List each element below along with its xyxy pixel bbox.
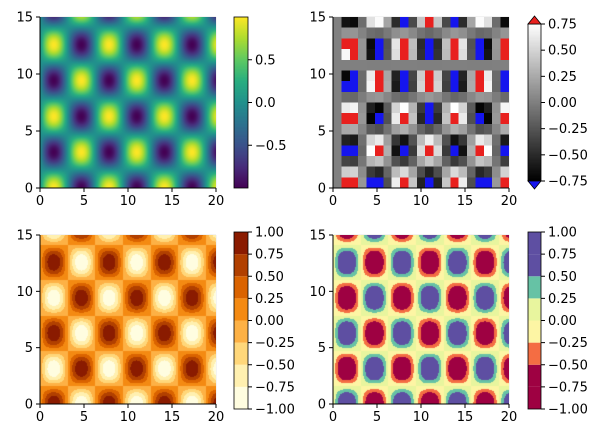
x-tick-label: 15	[457, 410, 474, 425]
heatmap-image	[40, 17, 216, 188]
y-tick-label: 0	[25, 182, 33, 197]
colorbar-tick-label: 0.50	[548, 44, 577, 59]
y-tick-label: 15	[16, 229, 33, 244]
x-tick-label: 15	[457, 194, 474, 209]
colorbar-level-swatch	[528, 298, 541, 321]
colorbar-tick-label: −0.25	[548, 122, 588, 137]
colorbar-level-swatch	[234, 298, 248, 321]
x-tick-label: 20	[501, 410, 518, 425]
colorbar-tick-label: −0.25	[255, 336, 295, 351]
colorbar-tick-label: −1.00	[548, 403, 588, 418]
colorbar-low-extend	[527, 180, 542, 190]
colorbar-gradient	[528, 24, 541, 181]
colorbar: 0.5 0.0 −0.5	[233, 16, 287, 189]
y-tick-label: 0	[25, 398, 33, 413]
colorbar-level-swatch	[528, 232, 541, 255]
heatmap-image	[333, 235, 509, 404]
colorbar-tick-label: −0.50	[548, 358, 588, 373]
colorbar-level-swatch	[234, 364, 248, 387]
colorbar-level-swatch	[528, 276, 541, 299]
y-tick-label: 0	[318, 398, 326, 413]
x-tick-label: 20	[501, 194, 518, 209]
x-tick-label: 10	[120, 410, 137, 425]
x-tick-label: 0	[36, 194, 44, 209]
x-tick-label: 0	[329, 194, 337, 209]
colorbar-level-swatch	[234, 342, 248, 365]
heatmap-image	[40, 235, 216, 404]
x-tick-label: 15	[164, 194, 181, 209]
colorbar-level-swatch	[234, 254, 248, 277]
colorbar-tick-label: −0.50	[548, 148, 588, 163]
colorbar-tick-label: 0.5	[255, 53, 276, 68]
colorbar-tick-label: 0.25	[548, 70, 577, 85]
colorbar: 1.00 0.75 0.50 0.25 0.00 −0.25 −0.50 −0.75 −1.00	[233, 226, 295, 418]
y-tick-label: 15	[309, 229, 326, 244]
colorbar-level-swatch	[234, 232, 248, 255]
colorbar-tick-label: 1.00	[548, 226, 577, 241]
colorbar-tick-label: −0.75	[548, 175, 588, 190]
colorbar-level-swatch	[528, 254, 541, 277]
colorbar-tick-label: −0.5	[255, 139, 287, 154]
heatmap-image	[333, 17, 509, 188]
colorbar-gradient	[234, 17, 248, 188]
y-tick-label: 0	[318, 182, 326, 197]
colorbar-level-swatch	[528, 342, 541, 365]
colorbar-tick-label: 0.25	[255, 292, 284, 307]
colorbar-tick-label: 0.75	[548, 248, 577, 263]
x-tick-label: 5	[80, 194, 88, 209]
colorbar-tick-label: 0.25	[548, 292, 577, 307]
y-tick-label: 15	[16, 11, 33, 26]
x-tick-label: 15	[164, 410, 181, 425]
colorbar-tick-label: 0.50	[255, 270, 284, 285]
colorbar: 1.00 0.75 0.50 0.25 0.00 −0.25 −0.50 −0.75 −1.00	[527, 226, 588, 418]
colorbar-level-swatch	[528, 320, 541, 343]
y-tick-label: 5	[25, 341, 33, 356]
x-tick-label: 0	[36, 410, 44, 425]
colorbar-level-swatch	[528, 386, 541, 409]
colorbar-tick-label: 0.75	[255, 248, 284, 263]
colorbar-level-swatch	[528, 364, 541, 387]
x-tick-label: 10	[120, 194, 137, 209]
colorbar-tick-label: −0.75	[255, 380, 295, 395]
x-tick-label: 10	[413, 410, 430, 425]
y-tick-label: 10	[309, 68, 326, 83]
colorbar-tick-label: 0.0	[255, 96, 276, 111]
colorbar-high-extend	[527, 15, 542, 25]
x-tick-label: 20	[208, 194, 225, 209]
y-tick-label: 5	[25, 125, 33, 140]
colorbar-tick-label: −1.00	[255, 403, 295, 418]
y-tick-label: 10	[16, 68, 33, 83]
colorbar-tick-label: −0.75	[548, 380, 588, 395]
colorbar-level-swatch	[234, 276, 248, 299]
colorbar: 0.75 0.50 0.25 0.00 −0.25 −0.50 −0.75	[527, 15, 588, 190]
x-tick-label: 0	[329, 410, 337, 425]
y-tick-label: 10	[16, 285, 33, 300]
colorbar-tick-label: 0.50	[548, 270, 577, 285]
colorbar-tick-label: 0.00	[255, 314, 284, 329]
colorbar-tick-label: −0.50	[255, 358, 295, 373]
colorbar-tick-label: 0.00	[548, 96, 577, 111]
y-tick-label: 5	[318, 125, 326, 140]
colorbar-tick-label: 0.00	[548, 314, 577, 329]
x-tick-label: 5	[373, 410, 381, 425]
x-tick-label: 5	[80, 410, 88, 425]
y-tick-label: 5	[318, 341, 326, 356]
colorbar-level-swatch	[234, 386, 248, 409]
y-tick-label: 10	[309, 285, 326, 300]
y-tick-label: 15	[309, 11, 326, 26]
colorbar-tick-label: 0.75	[548, 18, 577, 33]
colorbar-tick-label: −0.25	[548, 336, 588, 351]
x-tick-label: 10	[413, 194, 430, 209]
colorbar-tick-label: 1.00	[255, 226, 284, 241]
colorbar-level-swatch	[234, 320, 248, 343]
x-tick-label: 20	[208, 410, 225, 425]
x-tick-label: 5	[373, 194, 381, 209]
